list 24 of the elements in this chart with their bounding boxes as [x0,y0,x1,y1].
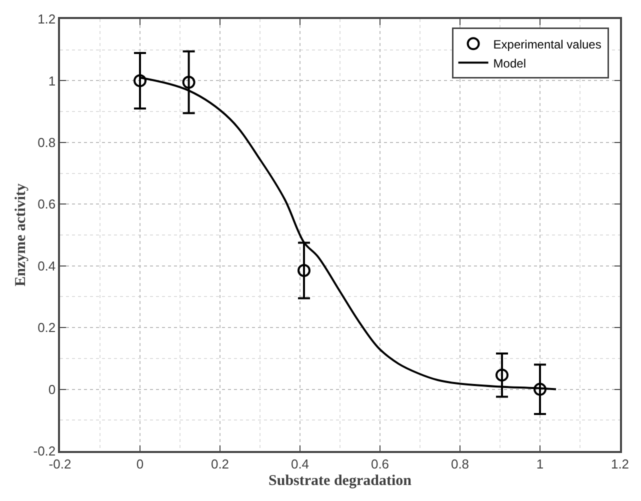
y-tick-label: 1.2 [38,12,56,27]
point [298,264,310,277]
legend-label: Experimental values [493,37,602,52]
y-tick-label: -0.2 [33,444,56,459]
x-tick-label: 0.4 [290,456,310,472]
y-axis-title: Enzyme activity [12,183,29,286]
x-tick-label: 0.2 [210,456,230,472]
y-tick-label: 0.4 [38,258,56,274]
x-tick-label: 1.2 [610,456,630,472]
x-tick-label: 0.6 [370,456,390,472]
legend-label: Model [493,56,526,70]
point [134,74,146,88]
y-tick-label: 0.2 [38,320,56,336]
y-tick-label: 1 [48,73,56,88]
y-tick-label: 0.8 [38,134,56,150]
x-tick-label: 0 [136,456,144,472]
point [496,368,508,382]
x-tick-label: 0.8 [450,456,470,472]
y-tick-label: 0.6 [38,196,56,212]
point [534,382,546,396]
x-tick-label: 1 [536,456,544,472]
point [182,76,196,89]
y-tick-label: 0 [48,382,56,397]
x-axis-title: Substrate degradation [268,472,412,489]
